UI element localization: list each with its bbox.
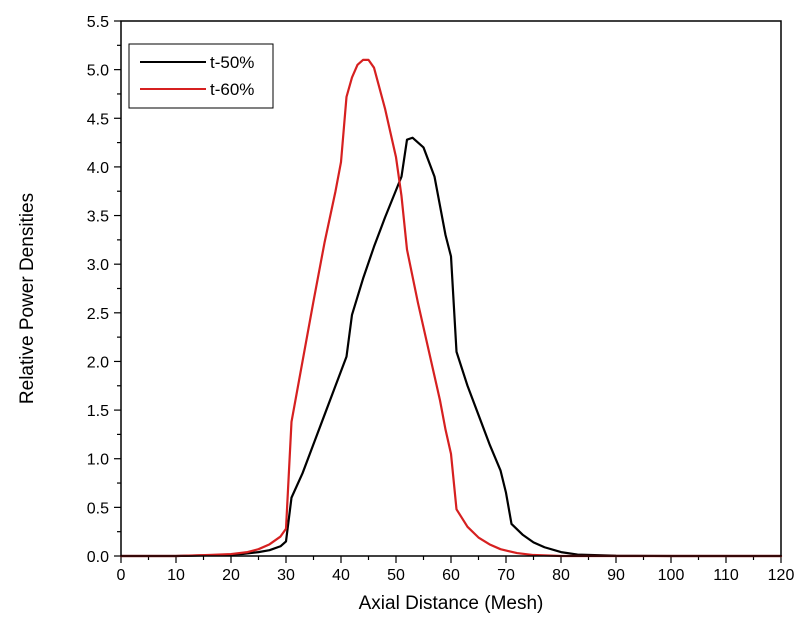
x-tick-label: 60 [442, 567, 460, 584]
y-axis-title: Relative Power Densities [17, 193, 38, 404]
y-tick-label: 4.0 [87, 160, 109, 177]
y-tick-label: 3.5 [87, 209, 109, 226]
y-tick-label: 3.0 [87, 257, 109, 274]
x-tick-label: 100 [658, 567, 685, 584]
x-tick-label: 40 [332, 567, 350, 584]
y-tick-label: 0.0 [87, 549, 109, 566]
legend-label-t-60: t-60% [210, 80, 254, 99]
y-tick-label: 2.5 [87, 306, 109, 323]
y-tick-label: 4.5 [87, 111, 109, 128]
legend-label-t-50: t-50% [210, 53, 254, 72]
x-tick-label: 120 [768, 567, 795, 584]
x-axis-title: Axial Distance (Mesh) [359, 593, 544, 614]
y-tick-label: 2.0 [87, 354, 109, 371]
x-tick-label: 110 [713, 567, 739, 584]
plot-frame [120, 20, 782, 557]
series-lines [119, 58, 783, 558]
series-line-t-60- [119, 58, 783, 558]
x-tick-label: 10 [167, 567, 185, 584]
y-tick-label: 1.0 [87, 452, 109, 469]
series-line-t-50- [119, 136, 783, 558]
legend: t-50% t-60% [128, 43, 274, 109]
x-tick-label: 80 [552, 567, 570, 584]
x-tick-label: 70 [497, 567, 515, 584]
y-tick-label: 5.0 [87, 63, 109, 80]
y-tick-label: 5.5 [87, 14, 109, 31]
y-tick-label: 0.5 [87, 500, 109, 517]
tick-labels: 0 10 20 30 40 50 60 70 80 90 100 110 120 0.0 0.5 1.0 1.5… [87, 14, 795, 584]
x-tick-label: 90 [607, 567, 625, 584]
x-tick-label: 0 [117, 567, 126, 584]
x-tick-label: 20 [222, 567, 240, 584]
x-tick-label: 30 [277, 567, 295, 584]
legend-box [128, 43, 274, 109]
y-tick-label: 1.5 [87, 403, 109, 420]
x-tick-label: 50 [387, 567, 405, 584]
